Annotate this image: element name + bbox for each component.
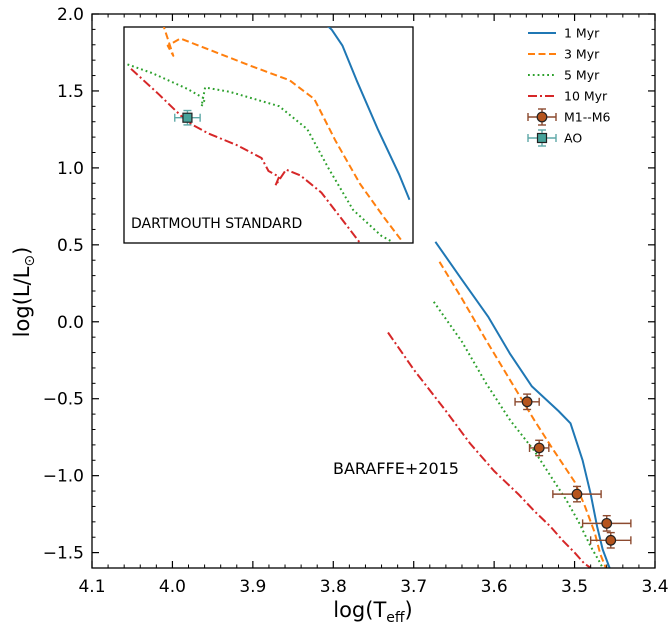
inset-series-3-myr [162, 27, 404, 243]
y-axis-title: log(L/L⊙) [10, 247, 38, 338]
inset-points-group [174, 109, 201, 126]
inset-series-10-myr [130, 68, 361, 243]
y-tick-label: 0.5 [57, 236, 84, 256]
data-point-m5 [589, 531, 632, 549]
data-point-m2 [528, 439, 550, 457]
inset-series-5-myr [127, 63, 393, 243]
data-point-m3 [552, 485, 602, 503]
x-tick-label: 3.5 [561, 577, 588, 597]
legend-label: 10 Myr [564, 89, 608, 104]
inset-panel: DARTMOUTH STANDARD [123, 26, 414, 244]
y-tick-label: 2.0 [57, 5, 84, 25]
legend-label: 1 Myr [564, 26, 600, 41]
main-series-10-myr [387, 331, 592, 568]
main-annotation: BARAFFE+2015 [333, 459, 459, 478]
inset-series-group [127, 27, 411, 243]
main-series-1-myr [434, 241, 611, 568]
y-tick-label: −1.5 [43, 544, 84, 564]
legend-marker-ao [527, 129, 557, 147]
inset-frame [123, 26, 414, 244]
x-tick-label: 3.6 [481, 577, 508, 597]
y-tick-label: 1.5 [57, 82, 84, 102]
x-tick-label: 3.9 [239, 577, 266, 597]
legend: 1 Myr 3 Myr 5 Myr 10 Myr M1--M6 AO [527, 26, 611, 147]
main-points-group [514, 393, 632, 549]
x-tick-label: 4.0 [159, 577, 186, 597]
x-tick-label: 4.1 [78, 577, 105, 597]
legend-label: 5 Myr [564, 68, 600, 83]
inset-point-ao [174, 109, 201, 126]
x-tick-label: 3.8 [320, 577, 347, 597]
x-tick-label: 3.4 [641, 577, 668, 597]
x-axis-title: log(Teff) [333, 598, 413, 626]
plot-frame [91, 13, 656, 569]
inset-series-1-myr [327, 27, 411, 201]
legend-marker-m1-m6 [527, 108, 557, 126]
data-point-m1 [514, 393, 540, 411]
y-tick-label: −1.0 [43, 467, 84, 487]
data-point-m4 [581, 514, 632, 532]
x-tick-labels: 4.1 4.0 3.9 3.8 3.7 3.6 3.5 3.4 [78, 577, 668, 597]
legend-label: 3 Myr [564, 47, 600, 62]
y-tick-labels: −1.5 −1.0 −0.5 0.0 0.5 1.0 1.5 2.0 [43, 5, 84, 564]
legend-label: AO [564, 131, 582, 146]
x-tick-label: 3.7 [400, 577, 427, 597]
y-tick-label: 0.0 [57, 313, 84, 333]
legend-label: M1--M6 [564, 110, 611, 125]
inset-annotation: DARTMOUTH STANDARD [131, 216, 302, 232]
y-tick-label: −0.5 [43, 390, 84, 410]
y-tick-label: 1.0 [57, 159, 84, 179]
